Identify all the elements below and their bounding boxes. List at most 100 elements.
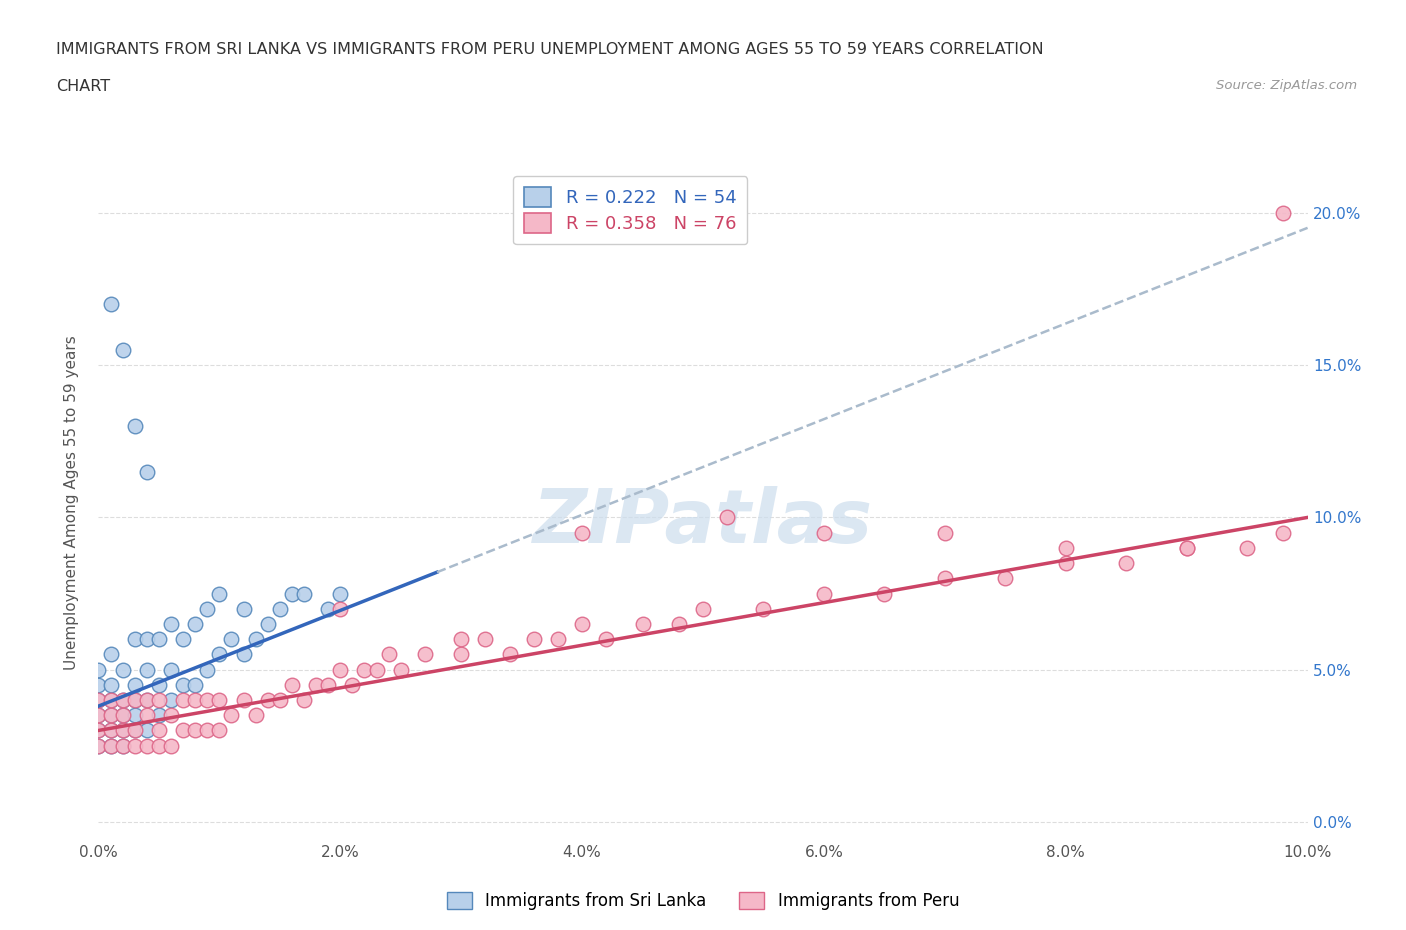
Point	[329, 586, 352, 601]
Point	[292, 693, 315, 708]
Point	[195, 602, 218, 617]
Point	[87, 693, 110, 708]
Point	[329, 602, 352, 617]
Point	[195, 662, 218, 677]
Point	[813, 586, 835, 601]
Point	[1115, 555, 1137, 570]
Point	[389, 662, 412, 677]
Point	[148, 738, 170, 753]
Point	[100, 297, 122, 312]
Point	[498, 647, 520, 662]
Point	[148, 631, 170, 646]
Point	[100, 723, 122, 737]
Point	[316, 677, 339, 692]
Point	[111, 693, 134, 708]
Point	[413, 647, 436, 662]
Point	[111, 723, 134, 737]
Point	[245, 708, 267, 723]
Point	[111, 738, 134, 753]
Point	[87, 738, 110, 753]
Point	[124, 693, 146, 708]
Point	[111, 662, 134, 677]
Legend: R = 0.222   N = 54, R = 0.358   N = 76: R = 0.222 N = 54, R = 0.358 N = 76	[513, 177, 748, 245]
Point	[208, 723, 231, 737]
Point	[87, 662, 110, 677]
Point	[208, 586, 231, 601]
Point	[281, 677, 304, 692]
Point	[329, 662, 352, 677]
Point	[716, 510, 738, 525]
Point	[269, 602, 291, 617]
Point	[148, 723, 170, 737]
Point	[184, 617, 207, 631]
Point	[135, 708, 157, 723]
Point	[100, 647, 122, 662]
Point	[571, 525, 593, 540]
Point	[305, 677, 328, 692]
Point	[111, 708, 134, 723]
Point	[148, 693, 170, 708]
Legend: Immigrants from Sri Lanka, Immigrants from Peru: Immigrants from Sri Lanka, Immigrants fr…	[440, 885, 966, 917]
Point	[100, 738, 122, 753]
Point	[172, 631, 194, 646]
Point	[87, 723, 110, 737]
Point	[87, 738, 110, 753]
Point	[474, 631, 496, 646]
Point	[135, 631, 157, 646]
Point	[934, 525, 956, 540]
Point	[160, 708, 183, 723]
Point	[232, 693, 254, 708]
Point	[148, 677, 170, 692]
Point	[135, 723, 157, 737]
Text: CHART: CHART	[56, 79, 110, 94]
Point	[184, 723, 207, 737]
Point	[87, 677, 110, 692]
Point	[450, 631, 472, 646]
Point	[208, 693, 231, 708]
Point	[160, 738, 183, 753]
Point	[135, 693, 157, 708]
Point	[873, 586, 896, 601]
Point	[366, 662, 388, 677]
Point	[135, 662, 157, 677]
Point	[523, 631, 546, 646]
Text: Source: ZipAtlas.com: Source: ZipAtlas.com	[1216, 79, 1357, 92]
Point	[1175, 540, 1198, 555]
Point	[221, 708, 243, 723]
Point	[232, 602, 254, 617]
Point	[1272, 206, 1295, 220]
Point	[813, 525, 835, 540]
Point	[135, 693, 157, 708]
Point	[1175, 540, 1198, 555]
Point	[281, 586, 304, 601]
Point	[100, 693, 122, 708]
Point	[160, 617, 183, 631]
Point	[172, 677, 194, 692]
Point	[87, 708, 110, 723]
Point	[1236, 540, 1258, 555]
Point	[124, 631, 146, 646]
Point	[450, 647, 472, 662]
Point	[256, 617, 278, 631]
Point	[124, 418, 146, 433]
Point	[631, 617, 654, 631]
Point	[124, 738, 146, 753]
Point	[172, 723, 194, 737]
Point	[135, 738, 157, 753]
Point	[292, 586, 315, 601]
Point	[111, 723, 134, 737]
Point	[160, 693, 183, 708]
Point	[934, 571, 956, 586]
Point	[100, 738, 122, 753]
Point	[124, 693, 146, 708]
Point	[100, 693, 122, 708]
Point	[124, 677, 146, 692]
Point	[571, 617, 593, 631]
Point	[692, 602, 714, 617]
Y-axis label: Unemployment Among Ages 55 to 59 years: Unemployment Among Ages 55 to 59 years	[65, 335, 79, 670]
Point	[377, 647, 399, 662]
Point	[87, 723, 110, 737]
Point	[100, 723, 122, 737]
Point	[184, 677, 207, 692]
Point	[221, 631, 243, 646]
